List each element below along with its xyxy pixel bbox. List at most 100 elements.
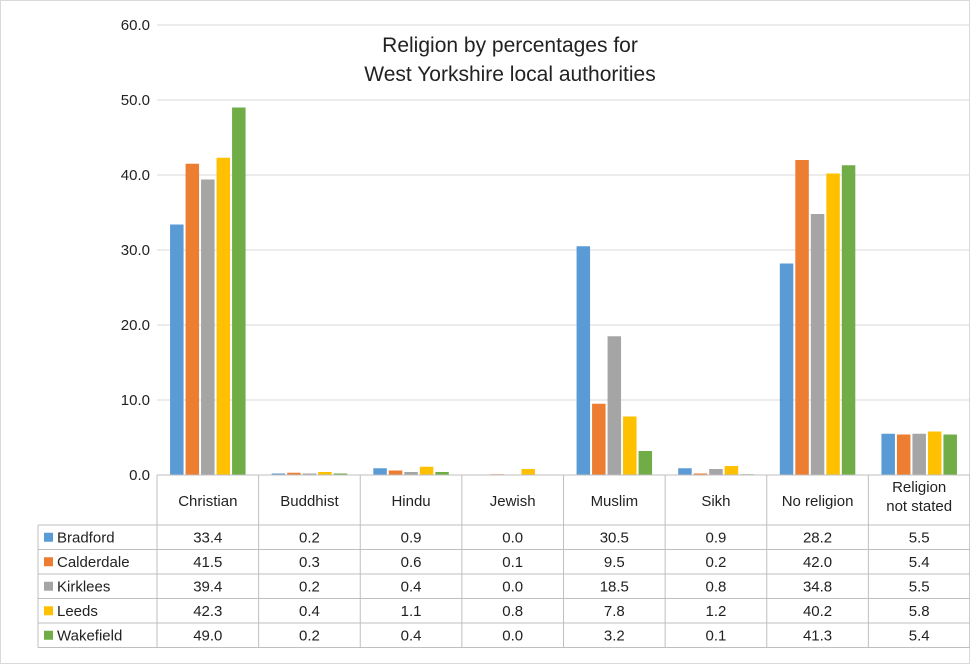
bar-kirklees-5 <box>709 469 723 475</box>
bar-wakefield-1 <box>333 473 348 475</box>
bar-wakefield-0 <box>232 107 246 475</box>
bar-calderdale-1 <box>287 472 301 475</box>
bar-kirklees-4 <box>607 336 622 475</box>
data-cell: 0.9 <box>706 529 727 546</box>
data-cell: 7.8 <box>604 603 625 620</box>
bar-leeds-0 <box>216 157 231 475</box>
data-cell: 34.8 <box>803 578 832 595</box>
bar-calderdale-5 <box>693 473 708 475</box>
bar-leeds-2 <box>419 466 434 475</box>
bar-bradford-7 <box>881 433 895 475</box>
bar-calderdale-4 <box>592 403 606 475</box>
bar-bradford-1 <box>271 473 286 475</box>
data-cell: 5.8 <box>909 603 930 620</box>
category-label: Buddhist <box>280 493 339 510</box>
data-cell: 0.1 <box>502 554 523 571</box>
bar-bradford-6 <box>779 263 794 475</box>
data-cell: 0.4 <box>299 603 320 620</box>
bar-wakefield-4 <box>638 451 653 475</box>
data-cell: 0.0 <box>502 529 523 546</box>
legend-key-wakefield <box>44 630 53 640</box>
legend-name-bradford: Bradford <box>57 529 115 546</box>
category-label: not stated <box>886 498 952 515</box>
bar-calderdale-2 <box>388 470 403 475</box>
data-cell: 28.2 <box>803 529 832 546</box>
data-cell: 0.3 <box>299 554 320 571</box>
category-label: Religion <box>892 479 946 496</box>
chart-title-line: West Yorkshire local authorities <box>364 63 655 86</box>
data-cell: 0.8 <box>502 603 523 620</box>
data-cell: 3.2 <box>604 627 625 644</box>
legend-key-kirklees <box>44 581 53 591</box>
legend-key-leeds <box>44 606 53 616</box>
bar-kirklees-7 <box>912 433 926 475</box>
y-tick-label: 0.0 <box>129 467 150 484</box>
bar-calderdale-6 <box>795 160 809 475</box>
data-cell: 5.4 <box>909 627 930 644</box>
bar-bradford-5 <box>678 468 692 475</box>
data-cell: 5.5 <box>909 529 930 546</box>
data-cell: 49.0 <box>193 627 222 644</box>
bar-calderdale-7 <box>896 434 911 475</box>
data-cell: 0.2 <box>299 578 320 595</box>
data-cell: 9.5 <box>604 554 625 571</box>
bar-wakefield-2 <box>435 472 449 475</box>
data-cell: 0.1 <box>706 627 727 644</box>
bar-kirklees-1 <box>302 473 317 475</box>
data-cell: 42.3 <box>193 603 222 620</box>
y-tick-label: 20.0 <box>121 317 150 334</box>
bar-kirklees-6 <box>810 214 825 475</box>
category-label: Jewish <box>490 493 536 510</box>
category-label: No religion <box>782 493 854 510</box>
bar-leeds-4 <box>623 416 637 475</box>
category-label: Hindu <box>391 493 430 510</box>
bar-leeds-5 <box>724 466 739 475</box>
data-cell: 42.0 <box>803 554 832 571</box>
chart-title-line: Religion by percentages for <box>382 34 638 57</box>
data-cell: 0.2 <box>706 554 727 571</box>
bar-bradford-4 <box>576 246 591 475</box>
data-cell: 33.4 <box>193 529 222 546</box>
data-cell: 0.2 <box>299 627 320 644</box>
bar-calderdale-0 <box>185 163 200 475</box>
bar-leeds-3 <box>521 469 535 475</box>
data-cell: 41.5 <box>193 554 222 571</box>
data-cell: 0.0 <box>502 627 523 644</box>
data-cell: 18.5 <box>600 578 629 595</box>
category-label: Christian <box>178 493 237 510</box>
data-cell: 1.1 <box>401 603 422 620</box>
data-cell: 5.4 <box>909 554 930 571</box>
bars <box>170 107 957 475</box>
data-cell: 5.5 <box>909 578 930 595</box>
data-cell: 40.2 <box>803 603 832 620</box>
y-tick-label: 10.0 <box>121 392 150 409</box>
data-cell: 0.4 <box>401 627 422 644</box>
data-cell: 0.0 <box>502 578 523 595</box>
y-tick-label: 40.0 <box>121 167 150 184</box>
category-label: Muslim <box>591 493 639 510</box>
legend-key-bradford <box>44 532 53 542</box>
y-axis-ticks: 0.0 10.0 20.0 30.0 40.0 50.0 60.0 <box>121 17 150 484</box>
data-cell: 30.5 <box>600 529 629 546</box>
data-cell: 0.8 <box>706 578 727 595</box>
data-cell: 39.4 <box>193 578 222 595</box>
bar-bradford-2 <box>373 468 387 475</box>
bar-kirklees-0 <box>201 179 215 475</box>
legend-name-calderdale: Calderdale <box>57 554 130 571</box>
category-label: Sikh <box>701 493 730 510</box>
bar-kirklees-2 <box>404 472 418 475</box>
data-cell: 0.9 <box>401 529 422 546</box>
y-tick-label: 60.0 <box>121 17 150 34</box>
data-cell: 0.6 <box>401 554 422 571</box>
data-cell: 0.4 <box>401 578 422 595</box>
bar-leeds-1 <box>318 472 332 475</box>
legend-key-calderdale <box>44 557 53 567</box>
bar-bradford-0 <box>170 224 184 475</box>
bar-wakefield-6 <box>841 165 856 475</box>
chart-title: Religion by percentages for West Yorkshir… <box>364 34 655 86</box>
data-table: Christian Buddhist Hindu Jewish Muslim Sikh No… <box>37 474 970 648</box>
legend-name-kirklees: Kirklees <box>57 578 110 595</box>
y-tick-label: 50.0 <box>121 92 150 109</box>
data-cell: 1.2 <box>706 603 727 620</box>
bar-leeds-7 <box>927 431 942 475</box>
